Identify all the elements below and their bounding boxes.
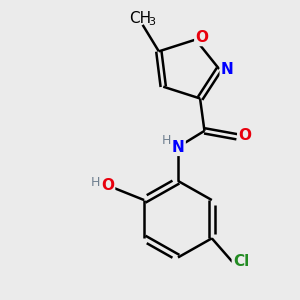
Text: N: N [221,61,234,76]
Text: O: O [101,178,114,193]
Text: H: H [90,176,100,190]
Text: Cl: Cl [233,254,249,269]
Text: O: O [196,30,208,45]
Text: O: O [238,128,252,143]
Text: 3: 3 [148,17,156,27]
Text: H: H [162,134,172,147]
Text: N: N [172,140,184,154]
Text: CH: CH [129,11,151,26]
